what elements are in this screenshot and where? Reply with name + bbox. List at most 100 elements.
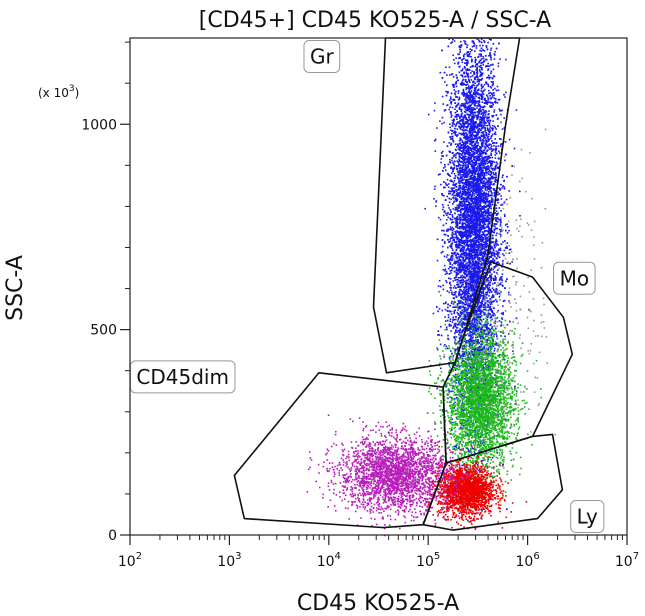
event-dot (462, 127, 465, 129)
event-dot (474, 124, 476, 126)
event-dot (479, 123, 481, 125)
event-dot (467, 333, 469, 335)
event-dot (487, 135, 490, 138)
event-dot (493, 144, 495, 147)
event-dot (473, 107, 475, 109)
event-dot (471, 286, 474, 289)
event-dot (495, 227, 497, 230)
event-dot (483, 201, 486, 204)
event-dot (451, 133, 453, 135)
event-dot (497, 284, 500, 287)
event-dot (488, 92, 490, 95)
event-dot (477, 171, 480, 173)
event-dot (488, 257, 490, 260)
event-dot (487, 130, 490, 132)
event-dot (451, 264, 454, 266)
event-dot (470, 340, 472, 343)
event-dot (484, 114, 487, 116)
event-dot (490, 58, 492, 61)
event-dot (481, 77, 483, 80)
event-dot (471, 322, 474, 325)
event-dot (452, 203, 454, 205)
event-dot (488, 89, 490, 92)
chart-title: [CD45+] CD45 KO525-A / SSC-A (199, 8, 551, 33)
event-dot (492, 148, 494, 151)
event-dot (486, 136, 489, 139)
event-dot (496, 85, 499, 88)
event-dot (477, 339, 480, 341)
event-dot (451, 106, 454, 109)
event-dot (459, 316, 461, 318)
event-dot (451, 235, 454, 238)
event-dot (456, 226, 458, 228)
event-dot (480, 343, 482, 346)
event-dot (473, 275, 475, 278)
event-dot (489, 249, 491, 252)
event-dot (460, 181, 462, 183)
event-dot (455, 96, 457, 98)
event-dot (487, 85, 490, 88)
event-dot (487, 306, 489, 308)
event-dot (488, 148, 491, 150)
event-dot (490, 80, 493, 83)
event-dot (467, 91, 470, 93)
event-dot (481, 141, 483, 143)
event-dot (461, 92, 463, 94)
event-dot (493, 97, 495, 99)
event-dot (464, 80, 467, 82)
event-dot (452, 316, 455, 318)
event-dot (480, 105, 482, 108)
event-dot (498, 193, 501, 195)
event-dot (513, 147, 516, 150)
event-dot (465, 201, 468, 203)
event-dot (447, 186, 450, 189)
event-dot (469, 138, 471, 140)
event-dot (465, 147, 467, 149)
event-dot (465, 59, 467, 61)
event-dot (460, 69, 463, 72)
event-dot (459, 440, 462, 443)
event-dot (482, 325, 485, 327)
event-dot (500, 312, 503, 315)
event-dot (488, 208, 490, 210)
event-dot (451, 257, 454, 260)
event-dot (487, 146, 490, 149)
event-dot (462, 164, 464, 167)
event-dot (455, 416, 458, 419)
event-dot (459, 65, 461, 68)
event-dot (495, 128, 497, 130)
event-dot (470, 90, 473, 92)
event-dot (458, 232, 460, 234)
event-dot (466, 144, 469, 147)
event-dot (462, 54, 465, 56)
event-dot (455, 276, 458, 278)
event-dot (470, 140, 472, 143)
event-dot (470, 211, 472, 214)
event-dot (474, 50, 476, 52)
event-dot (448, 291, 451, 294)
event-dot (494, 126, 497, 129)
event-dot (453, 120, 455, 122)
event-dot (476, 71, 478, 74)
event-dot (471, 211, 474, 214)
event-dot (499, 152, 501, 154)
event-dot (442, 302, 445, 305)
event-dot (484, 130, 486, 133)
event-dot (495, 207, 498, 209)
event-dot (489, 128, 491, 130)
event-dot (494, 154, 497, 156)
event-dot (492, 283, 494, 285)
event-dot (454, 108, 456, 110)
event-dot (476, 199, 479, 201)
event-dot (446, 195, 449, 198)
event-dot (484, 305, 487, 308)
event-dot (473, 131, 475, 133)
event-dot (467, 292, 469, 294)
event-dot (474, 173, 476, 175)
event-dot (489, 223, 491, 225)
event-dot (474, 217, 476, 220)
event-dot (468, 128, 471, 130)
event-dot (466, 81, 468, 83)
event-dot (450, 73, 453, 76)
event-dot (454, 373, 457, 376)
